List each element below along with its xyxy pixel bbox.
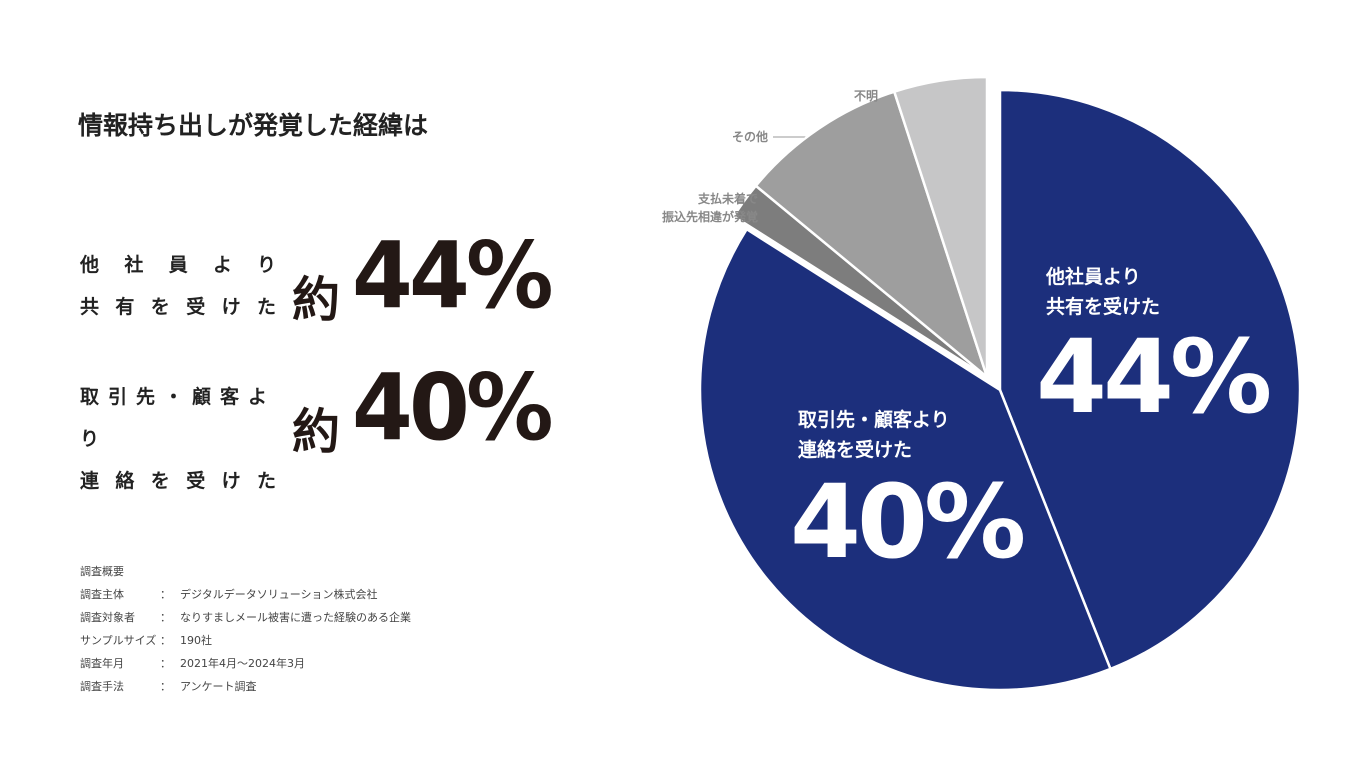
pie-slice xyxy=(754,90,990,381)
survey-key: 調査手法 xyxy=(80,680,124,693)
highlight-prefix: 約 xyxy=(292,272,341,328)
survey-key: 調査主体 xyxy=(80,588,124,601)
pie-slice xyxy=(892,75,989,378)
survey-sep: ： xyxy=(160,611,171,624)
survey-key: 調査年月 xyxy=(80,657,124,670)
pie-slice xyxy=(698,227,1113,692)
highlight-prefix: 約 xyxy=(292,404,341,460)
highlight-value: 44% xyxy=(352,222,554,329)
survey-value: アンケート調査 xyxy=(180,680,257,693)
highlight-label: 取引先・顧客より 連絡を受けた xyxy=(80,386,285,492)
survey-key: サンプルサイズ xyxy=(80,634,157,647)
survey-value: 2021年4月～2024年3月 xyxy=(180,657,305,670)
survey-sep: ： xyxy=(160,634,171,647)
highlight-value: 40% xyxy=(352,354,554,461)
slice-value: 40% xyxy=(790,463,1026,582)
slice-label: 取引先・顧客より 連絡を受けた xyxy=(798,409,950,461)
survey-value: なりすましメール被害に遭った経験のある企業 xyxy=(180,611,411,624)
survey-sep: ： xyxy=(160,657,171,670)
survey-value: 190社 xyxy=(180,634,212,647)
survey-sep: ： xyxy=(160,680,171,693)
pie-slice xyxy=(998,88,1302,671)
slice-value: 44% xyxy=(1036,318,1272,437)
highlight-label: 他社員より 共有を受けた xyxy=(80,254,285,318)
slice-label: その他 xyxy=(731,130,768,144)
title: 情報持ち出しが発覚した経緯は xyxy=(78,111,429,140)
slice-label: 不明 xyxy=(853,89,878,103)
survey-title: 調査概要 xyxy=(80,565,124,578)
slice-label: 支払未着で 振込先相違が発覚 xyxy=(661,192,758,224)
survey-sep: ： xyxy=(160,588,171,601)
survey-key: 調査対象者 xyxy=(80,611,135,624)
slice-label: 他社員より 共有を受けた xyxy=(1046,266,1161,318)
survey-value: デジタルデータソリューション株式会社 xyxy=(180,588,378,601)
